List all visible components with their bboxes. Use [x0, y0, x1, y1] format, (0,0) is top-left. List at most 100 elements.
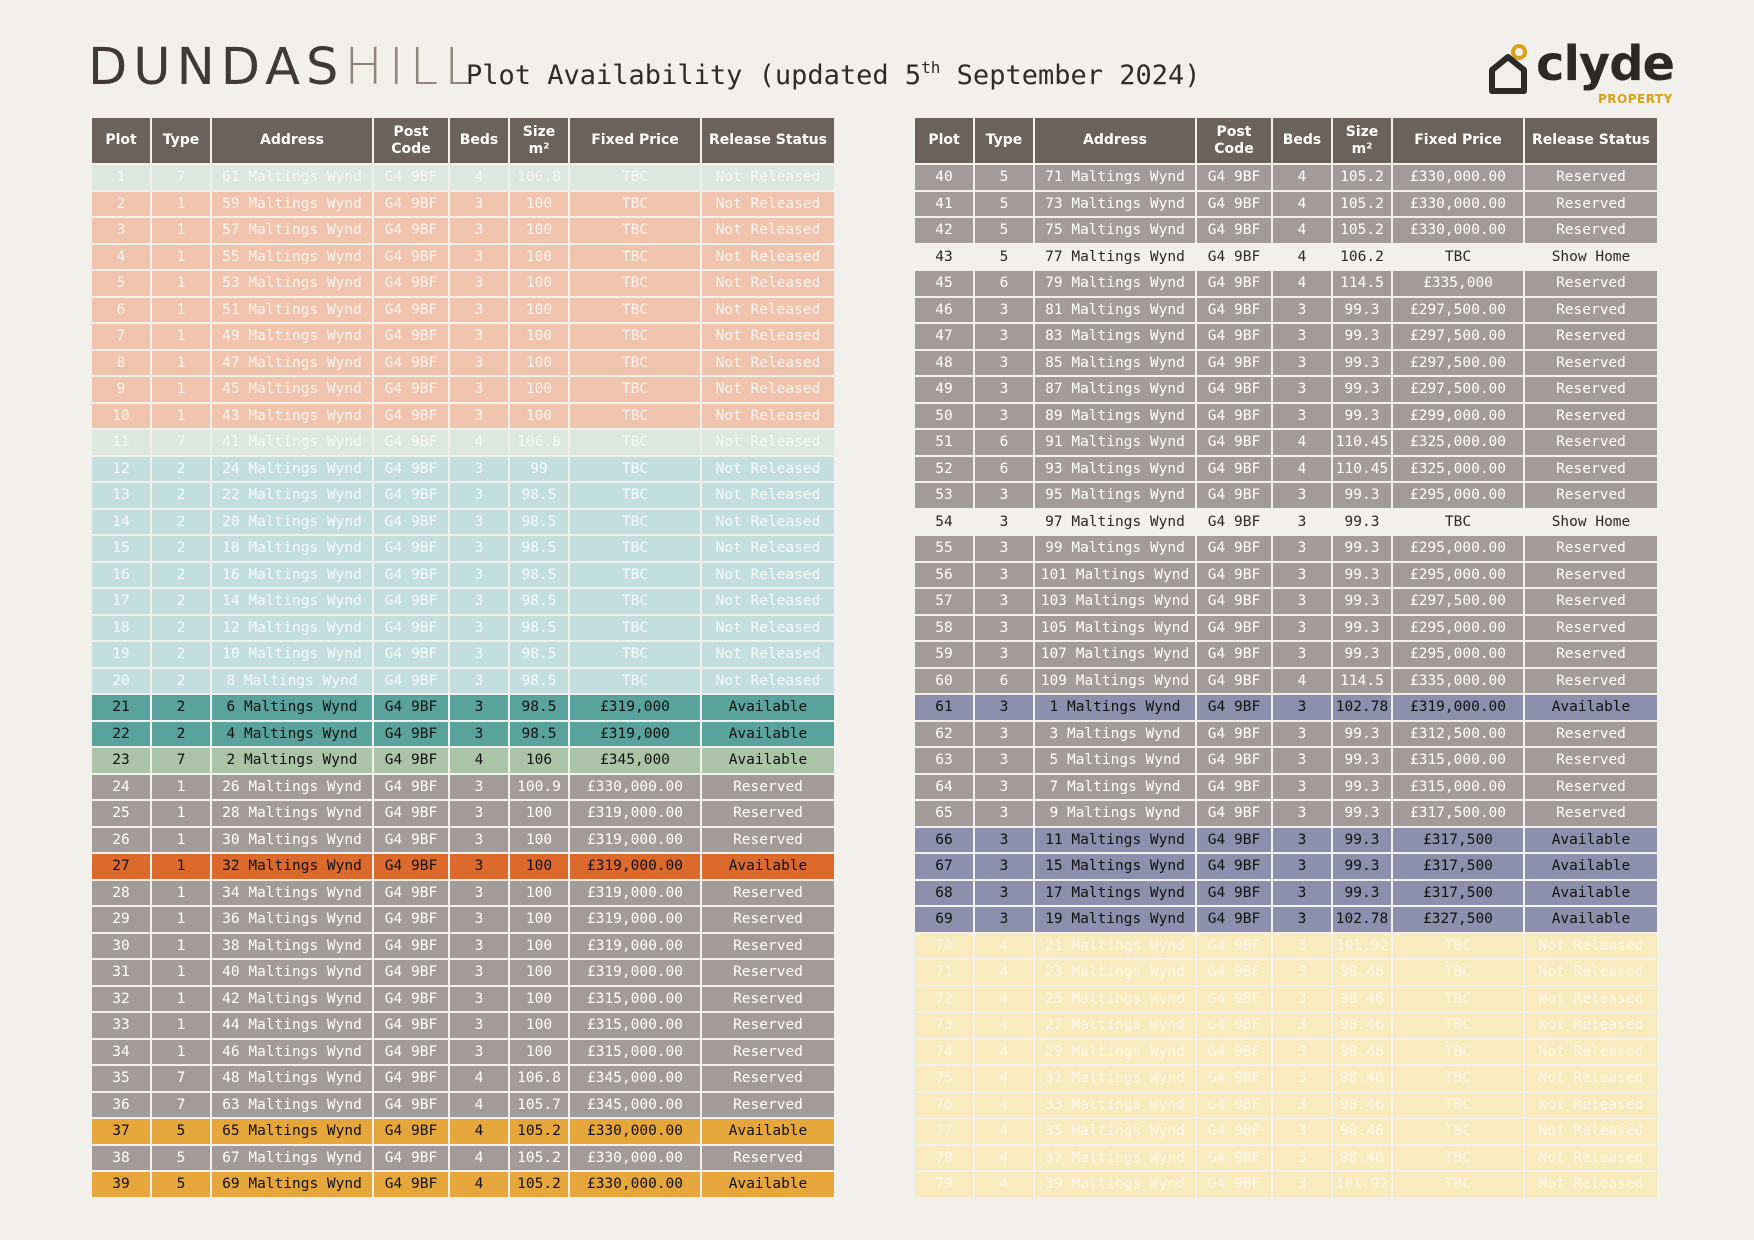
title-hill: HILL — [344, 38, 479, 97]
address-cell: 33 Maltings Wynd — [1035, 1092, 1195, 1117]
size-cell: 100.9 — [510, 774, 568, 799]
type-cell: 1 — [152, 986, 210, 1011]
status-cell: Not Released — [702, 430, 834, 455]
status-cell: Reserved — [1525, 801, 1657, 826]
address-cell: 23 Maltings Wynd — [1035, 960, 1195, 985]
header-row: Plot Type Address Post Code Beds Size m²… — [92, 118, 834, 163]
price-cell: TBC — [570, 483, 700, 508]
table-row: 70 4 21 Maltings Wynd G4 9BF 3 101.92 TBC Not R… — [915, 933, 1657, 958]
type-cell: 6 — [975, 271, 1033, 296]
table-row: 11 7 41 Maltings Wynd G4 9BF 4 106.8 TBC Not Re… — [92, 430, 834, 455]
size-cell: 99.3 — [1333, 642, 1391, 667]
address-cell: 32 Maltings Wynd — [212, 854, 372, 879]
price-cell: £330,000.00 — [570, 1145, 700, 1170]
size-cell: 98.46 — [1333, 960, 1391, 985]
address-cell: 47 Maltings Wynd — [212, 350, 372, 375]
status-cell: Reserved — [1525, 324, 1657, 349]
status-cell: Reserved — [702, 801, 834, 826]
address-cell: 61 Maltings Wynd — [212, 165, 372, 190]
address-cell: 18 Maltings Wynd — [212, 536, 372, 561]
plot-cell: 47 — [915, 324, 973, 349]
beds-cell: 3 — [1273, 960, 1331, 985]
logo-subtext: PROPERTY — [1598, 92, 1673, 106]
address-cell: 75 Maltings Wynd — [1035, 218, 1195, 243]
table-row: 1 7 61 Maltings Wynd G4 9BF 4 106.8 TBC Not Rel… — [92, 165, 834, 190]
table-row: 73 4 27 Maltings Wynd G4 9BF 3 98.46 TBC Not Re… — [915, 1013, 1657, 1038]
beds-cell: 4 — [450, 1119, 508, 1144]
price-cell: TBC — [570, 456, 700, 481]
beds-cell: 3 — [450, 324, 508, 349]
plot-cell: 33 — [92, 1013, 150, 1038]
header-row: Plot Type Address Post Code Beds Size m²… — [915, 118, 1657, 163]
postcode-cell: G4 9BF — [1197, 483, 1271, 508]
plot-cell: 41 — [915, 191, 973, 216]
postcode-cell: G4 9BF — [1197, 986, 1271, 1011]
table-row: 48 3 85 Maltings Wynd G4 9BF 3 99.3 £297,500.0… — [915, 350, 1657, 375]
table-row: 57 3 103 Maltings Wynd G4 9BF 3 99.3 £297,500.… — [915, 589, 1657, 614]
status-cell: Not Released — [1525, 1066, 1657, 1091]
price-cell: £317,500 — [1393, 880, 1523, 905]
plot-cell: 6 — [92, 297, 150, 322]
col-postcode: Post Code — [374, 118, 448, 163]
table-row: 35 7 48 Maltings Wynd G4 9BF 4 106.8 £345,000.… — [92, 1066, 834, 1091]
address-cell: 73 Maltings Wynd — [1035, 191, 1195, 216]
beds-cell: 3 — [1273, 297, 1331, 322]
price-cell: £295,000.00 — [1393, 562, 1523, 587]
type-cell: 3 — [975, 854, 1033, 879]
price-cell: £325,000.00 — [1393, 430, 1523, 455]
postcode-cell: G4 9BF — [1197, 748, 1271, 773]
beds-cell: 3 — [1273, 880, 1331, 905]
address-cell: 15 Maltings Wynd — [1035, 854, 1195, 879]
col-status: Release Status — [702, 118, 834, 163]
size-cell: 98.5 — [510, 721, 568, 746]
price-cell: £335,000 — [1393, 271, 1523, 296]
type-cell: 3 — [975, 827, 1033, 852]
address-cell: 16 Maltings Wynd — [212, 562, 372, 587]
status-cell: Not Released — [702, 642, 834, 667]
beds-cell: 3 — [450, 191, 508, 216]
beds-cell: 4 — [1273, 668, 1331, 693]
price-cell: TBC — [1393, 1119, 1523, 1144]
table-row: 46 3 81 Maltings Wynd G4 9BF 3 99.3 £297,500.0… — [915, 297, 1657, 322]
address-cell: 3 Maltings Wynd — [1035, 721, 1195, 746]
plot-cell: 79 — [915, 1172, 973, 1197]
beds-cell: 3 — [450, 589, 508, 614]
address-cell: 83 Maltings Wynd — [1035, 324, 1195, 349]
plot-cell: 37 — [92, 1119, 150, 1144]
address-cell: 49 Maltings Wynd — [212, 324, 372, 349]
size-cell: 105.2 — [1333, 218, 1391, 243]
beds-cell: 3 — [450, 774, 508, 799]
status-cell: Not Released — [702, 271, 834, 296]
status-cell: Not Released — [1525, 1172, 1657, 1197]
table-row: 5 1 53 Maltings Wynd G4 9BF 3 100 TBC Not Relea… — [92, 271, 834, 296]
status-cell: Not Released — [702, 615, 834, 640]
price-cell: £297,500.00 — [1393, 350, 1523, 375]
type-cell: 4 — [975, 960, 1033, 985]
beds-cell: 3 — [450, 350, 508, 375]
size-cell: 100 — [510, 880, 568, 905]
table-row: 69 3 19 Maltings Wynd G4 9BF 3 102.78 £327,500… — [915, 907, 1657, 932]
size-cell: 100 — [510, 986, 568, 1011]
price-cell: TBC — [570, 615, 700, 640]
postcode-cell: G4 9BF — [1197, 536, 1271, 561]
size-cell: 106 — [510, 748, 568, 773]
size-cell: 98.5 — [510, 695, 568, 720]
address-cell: 81 Maltings Wynd — [1035, 297, 1195, 322]
plot-cell: 66 — [915, 827, 973, 852]
plot-cell: 54 — [915, 509, 973, 534]
table-row: 7 1 49 Maltings Wynd G4 9BF 3 100 TBC Not Relea… — [92, 324, 834, 349]
col-price: Fixed Price — [1393, 118, 1523, 163]
beds-cell: 3 — [450, 509, 508, 534]
beds-cell: 3 — [1273, 827, 1331, 852]
postcode-cell: G4 9BF — [374, 933, 448, 958]
postcode-cell: G4 9BF — [374, 1119, 448, 1144]
table-row: 29 1 36 Maltings Wynd G4 9BF 3 100 £319,000.00… — [92, 907, 834, 932]
type-cell: 2 — [152, 721, 210, 746]
table-row: 51 6 91 Maltings Wynd G4 9BF 4 110.45 £325,000… — [915, 430, 1657, 455]
size-cell: 105.2 — [1333, 191, 1391, 216]
status-cell: Reserved — [1525, 774, 1657, 799]
table-row: 53 3 95 Maltings Wynd G4 9BF 3 99.3 £295,000.0… — [915, 483, 1657, 508]
col-beds: Beds — [450, 118, 508, 163]
status-cell: Available — [1525, 827, 1657, 852]
status-cell: Not Released — [702, 350, 834, 375]
